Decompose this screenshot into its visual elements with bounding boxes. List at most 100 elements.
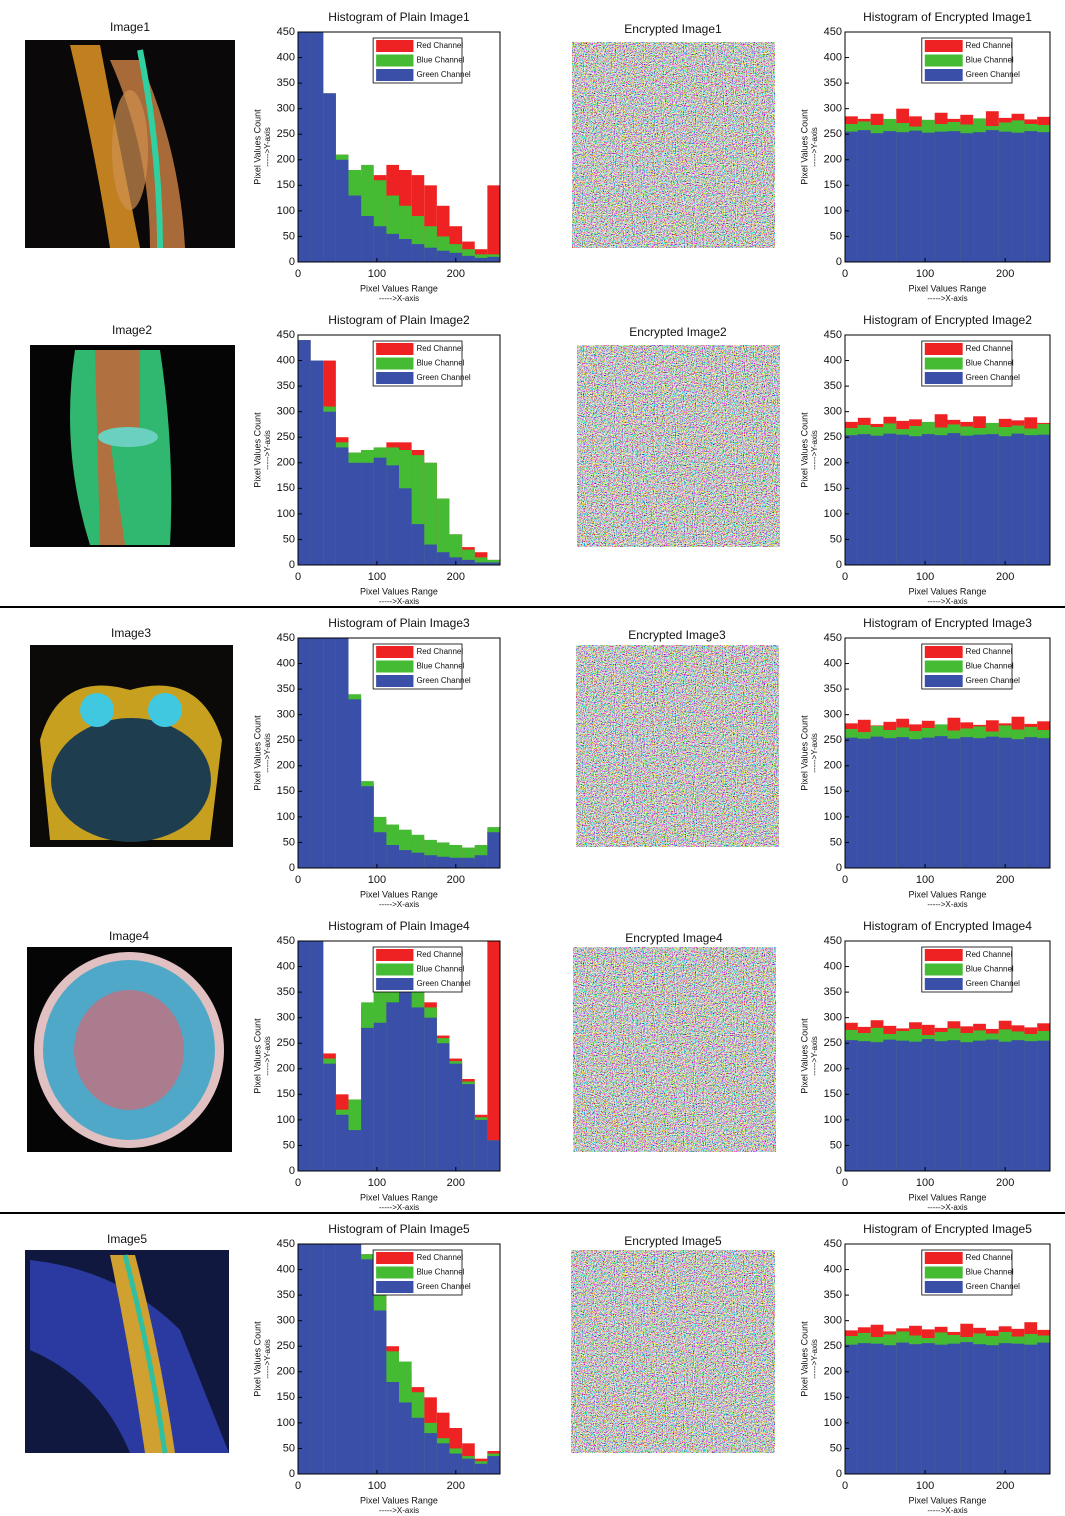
histogram-bar [411, 1417, 425, 1474]
histogram-bar [870, 435, 884, 565]
y-tick-label: 400 [824, 51, 842, 63]
y-tick-label: 150 [277, 179, 295, 191]
x-axis-label: Pixel Values Range [909, 586, 987, 596]
histogram-bar [323, 1244, 336, 1474]
y-tick-label: 100 [824, 1417, 842, 1429]
mri-image [30, 645, 233, 847]
histogram-bar [462, 559, 475, 565]
legend-label: Blue Channel [966, 662, 1014, 671]
legend-swatch [924, 949, 963, 961]
histogram-bar [857, 738, 871, 868]
encrypted-image [571, 1250, 775, 1453]
y-axis-note: ----->Y-axis [263, 1036, 272, 1075]
x-tick-label: 0 [842, 571, 848, 583]
chart-title: Histogram of Plain Image3 [328, 616, 470, 630]
histogram-bar [487, 941, 500, 1171]
histogram-bar [857, 434, 871, 565]
y-axis-label: Pixel Values Count [252, 109, 262, 185]
y-tick-label: 100 [824, 1114, 842, 1126]
y-tick-label: 400 [277, 51, 295, 63]
y-axis-label: Pixel Values Count [252, 1321, 262, 1397]
x-axis-label: Pixel Values Range [360, 283, 438, 293]
histogram-bar [896, 737, 910, 868]
chart-title: Histogram of Encrypted Image3 [863, 616, 1032, 630]
x-tick-label: 0 [295, 1480, 301, 1492]
y-tick-label: 100 [277, 1417, 295, 1429]
histogram-bar [474, 1119, 488, 1171]
histogram-bar [973, 1344, 986, 1474]
histogram-bar [973, 132, 986, 262]
y-tick-label: 50 [283, 1442, 295, 1454]
encrypted-image [573, 947, 776, 1152]
y-tick-label: 400 [824, 1263, 842, 1275]
plot-frame [297, 334, 501, 566]
legend-swatch [924, 69, 963, 81]
x-axis-label: Pixel Values Range [360, 889, 438, 899]
histogram-bar [310, 32, 324, 262]
histogram-bar [298, 941, 311, 1171]
x-axis-label: Pixel Values Range [360, 1192, 438, 1202]
legend-label: Red Channel [416, 344, 463, 353]
histogram-bar [985, 1345, 999, 1474]
legend-label: Red Channel [966, 41, 1013, 50]
legend-swatch [376, 660, 414, 673]
y-tick-label: 300 [277, 103, 295, 115]
histogram-bar [361, 462, 374, 565]
legend-label: Green Channel [966, 70, 1020, 79]
histogram-bar [960, 133, 974, 262]
y-tick-label: 450 [277, 26, 295, 38]
histogram-bar [310, 638, 324, 868]
encrypted-title: Encrypted Image4 [625, 931, 723, 945]
x-axis-note: ----->X-axis [927, 597, 967, 606]
histogram-bar [424, 247, 437, 262]
plot-frame [844, 1243, 1051, 1475]
legend-swatch [924, 1252, 963, 1264]
y-tick-label: 0 [836, 559, 842, 571]
y-tick-label: 150 [277, 785, 295, 797]
y-tick-label: 300 [824, 1315, 842, 1327]
x-tick-label: 100 [916, 1177, 934, 1189]
y-axis-label: Pixel Values Count [252, 715, 262, 791]
histogram-bar [1037, 434, 1050, 565]
histogram-bar [474, 257, 488, 262]
y-tick-label: 400 [824, 354, 842, 366]
histogram-bar [909, 436, 922, 565]
y-tick-label: 200 [277, 154, 295, 166]
x-tick-label: 100 [916, 268, 934, 280]
histogram-bar [883, 738, 897, 868]
encrypted-title: Encrypted Image2 [629, 325, 727, 339]
legend-label: Green Channel [416, 1282, 470, 1291]
histogram-bar [310, 941, 324, 1171]
histogram-bar [411, 524, 425, 565]
histogram-bar [474, 1463, 488, 1474]
chart-title: Histogram of Encrypted Image2 [863, 313, 1032, 327]
x-tick-label: 0 [842, 1177, 848, 1189]
histogram-bar [424, 1017, 437, 1171]
histogram-bar [487, 256, 500, 262]
histogram-bar [474, 562, 488, 565]
histogram-bar [934, 1344, 948, 1474]
y-tick-label: 350 [824, 1289, 842, 1301]
mri-image [30, 345, 235, 547]
y-tick-label: 150 [824, 1088, 842, 1100]
y-tick-label: 150 [277, 1088, 295, 1100]
y-tick-label: 150 [824, 1391, 842, 1403]
y-tick-label: 0 [289, 1165, 295, 1177]
plot-frame [844, 940, 1051, 1172]
x-tick-label: 0 [295, 1177, 301, 1189]
image-title: Image1 [110, 20, 150, 34]
histogram-bar [323, 1063, 336, 1171]
y-tick-label: 250 [277, 431, 295, 443]
y-axis-label: Pixel Values Count [799, 715, 809, 791]
histogram-bar [323, 638, 336, 868]
histogram-bar [399, 850, 412, 868]
x-tick-label: 200 [447, 268, 465, 280]
histogram-bar [348, 1244, 362, 1474]
x-axis-note: ----->X-axis [379, 1203, 419, 1212]
x-tick-label: 0 [295, 571, 301, 583]
y-tick-label: 200 [824, 1063, 842, 1075]
histogram-bar [298, 638, 311, 868]
image-title: Image3 [111, 626, 151, 640]
y-axis-label: Pixel Values Count [252, 412, 262, 488]
y-tick-label: 100 [824, 205, 842, 217]
